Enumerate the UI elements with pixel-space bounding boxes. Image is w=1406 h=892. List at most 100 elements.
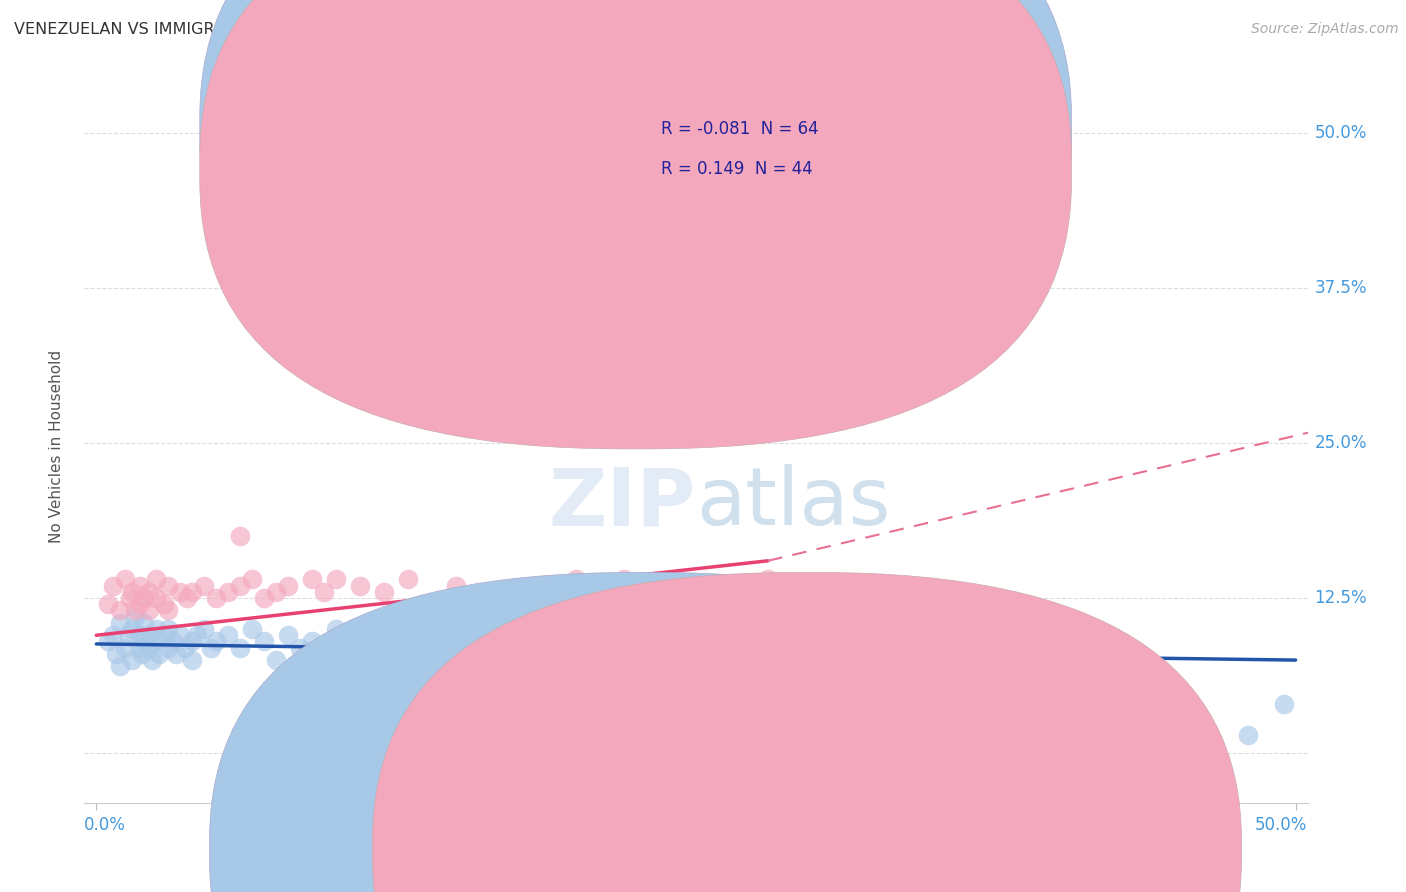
Point [1069,703,1091,717]
Point [145,591,167,605]
Point [138,584,160,599]
Point [97,597,120,611]
Point [162,634,184,648]
Point [193,579,215,593]
Point [444,653,467,667]
Point [114,573,136,587]
Text: 37.5%: 37.5% [1315,279,1367,297]
Point [901,579,924,593]
Point [117,628,139,642]
Point [494,634,516,648]
Point [165,647,187,661]
Point [264,584,287,599]
Point [181,584,204,599]
Point [277,579,299,593]
Point [169,584,191,599]
Point [301,573,323,587]
Point [349,579,371,593]
Text: atlas: atlas [696,464,890,542]
Text: 50.0%: 50.0% [1256,816,1308,834]
Text: 50.0%: 50.0% [1315,124,1367,142]
Point [124,603,146,617]
Point [138,603,160,617]
Point [138,640,160,655]
Point [301,634,323,648]
Point [121,584,143,599]
Text: Venezuelans: Venezuelans [668,841,772,859]
Point [494,584,516,599]
Point [301,212,323,227]
Point [672,628,695,642]
Point [138,628,160,642]
Point [290,640,312,655]
Point [157,579,180,593]
Point [217,584,239,599]
Point [128,640,150,655]
Point [176,591,198,605]
Point [685,584,707,599]
Point [186,628,208,642]
Point [253,634,276,648]
Point [325,573,347,587]
Point [141,653,163,667]
Point [240,622,263,636]
Point [325,622,347,636]
Point [613,573,636,587]
Point [101,628,124,642]
Point [589,584,612,599]
Point [205,634,228,648]
Point [134,634,156,648]
Point [1188,722,1211,736]
Point [314,584,336,599]
Text: R = 0.149  N = 44: R = 0.149 N = 44 [661,160,813,178]
Point [373,584,395,599]
Point [134,615,156,630]
Point [349,628,371,642]
Point [240,573,263,587]
Point [229,529,252,543]
Point [624,634,647,648]
Point [131,647,153,661]
Point [118,591,141,605]
Point [152,628,174,642]
Point [145,634,167,648]
Point [565,634,588,648]
Point [157,640,180,655]
Point [373,634,395,648]
Text: ZIP: ZIP [548,464,696,542]
Point [148,647,170,661]
Point [1116,684,1139,698]
Point [1140,715,1163,730]
Point [529,640,551,655]
Text: Immigrants from Middle Africa: Immigrants from Middle Africa [831,841,1083,859]
Text: VENEZUELAN VS IMMIGRANTS FROM MIDDLE AFRICA NO VEHICLES IN HOUSEHOLD CORRELATION: VENEZUELAN VS IMMIGRANTS FROM MIDDLE AFR… [14,22,862,37]
Point [145,622,167,636]
Point [104,647,127,661]
Point [181,634,204,648]
Point [264,653,287,667]
Point [114,640,136,655]
Point [193,622,215,636]
Point [828,584,851,599]
Point [217,628,239,642]
Point [1272,697,1295,711]
Text: 0.0%: 0.0% [84,816,127,834]
Point [110,615,132,630]
Point [200,640,222,655]
Point [145,573,167,587]
Point [174,640,197,655]
Point [169,628,191,642]
Point [229,640,252,655]
Point [121,653,143,667]
Point [157,603,180,617]
Point [396,573,419,587]
Text: R = -0.081  N = 64: R = -0.081 N = 64 [661,120,818,137]
Point [97,634,120,648]
Point [997,715,1019,730]
Point [876,678,898,692]
Point [128,597,150,611]
Point [128,628,150,642]
Point [277,628,299,642]
Point [157,622,180,636]
Point [121,622,143,636]
